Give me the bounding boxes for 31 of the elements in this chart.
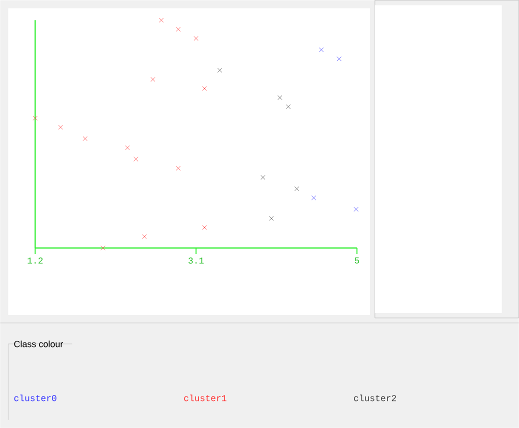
point	[260, 175, 266, 180]
x-tick-label: 1.2	[28, 258, 43, 264]
point	[269, 216, 274, 221]
point	[176, 166, 181, 171]
point	[286, 104, 291, 110]
point	[134, 156, 138, 162]
point	[217, 68, 222, 73]
point	[82, 136, 88, 142]
point	[142, 234, 147, 239]
point	[354, 207, 358, 212]
text: cluster2	[354, 394, 396, 402]
legend-title: Class colour	[14, 340, 64, 348]
point	[278, 95, 282, 100]
point	[150, 77, 156, 82]
text: cluster0	[14, 394, 56, 402]
point	[125, 146, 130, 150]
point	[32, 116, 38, 121]
point	[311, 196, 316, 200]
x-tick-label: 3.1	[188, 258, 204, 264]
text: cluster1	[184, 394, 226, 402]
point	[294, 186, 300, 192]
point	[319, 48, 324, 52]
point	[159, 18, 164, 23]
point	[202, 86, 207, 91]
point	[194, 36, 198, 41]
x-tick-label: 5	[354, 258, 360, 264]
point	[100, 246, 106, 250]
point	[176, 27, 181, 32]
point	[58, 124, 63, 130]
point	[336, 56, 342, 62]
point	[202, 225, 207, 230]
